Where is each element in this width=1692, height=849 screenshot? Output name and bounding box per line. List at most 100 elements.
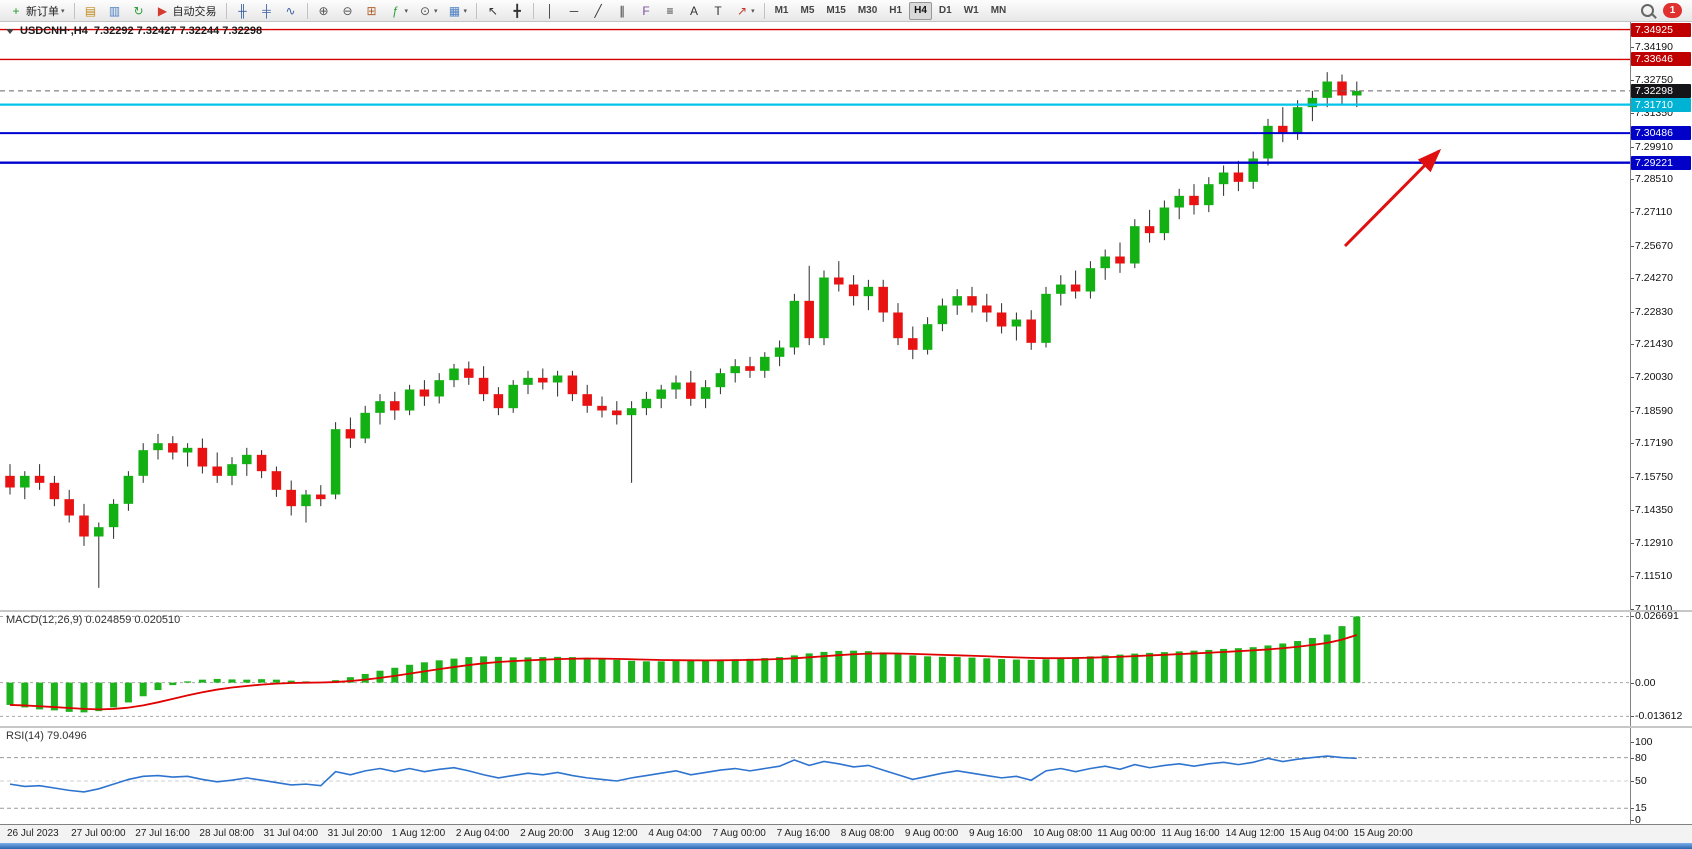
refresh-button[interactable]: ↻ [128,1,150,21]
macd-histogram-bar [894,653,902,683]
channel-button[interactable]: ∥ [611,1,633,21]
macd-histogram-bar [731,659,739,683]
crosshair-button[interactable]: ╋ [506,1,528,21]
macd-histogram-bar [1012,659,1020,683]
autotrading-button[interactable]: ▶ 自动交易 [152,1,221,21]
candle-body [123,475,134,504]
macd-histogram-bar [879,652,887,683]
candle-body [419,389,430,397]
candle-body [1115,256,1125,264]
toolbar-separator [763,2,765,19]
fibonacci-button[interactable]: F [635,1,657,21]
scale-tick [1631,147,1634,148]
trendline-button[interactable]: ╱ [587,1,609,21]
rsi-panel[interactable] [0,728,1630,824]
timeframe-h1-button[interactable]: H1 [889,5,903,16]
candle-body [197,447,208,467]
macd-histogram-bar [1160,652,1168,683]
macd-histogram-bar [524,657,532,683]
chart-menu-icon[interactable] [6,28,14,34]
time-axis-label: 31 Jul 04:00 [263,828,319,839]
text-button[interactable]: A [683,1,705,21]
panel-separator[interactable] [0,726,1692,728]
macd-histogram-bar [65,682,73,712]
timeframe-w1-button[interactable]: W1 [963,5,979,16]
macd-histogram-bar [761,658,769,683]
timeframe-m1-button[interactable]: M1 [774,5,789,16]
macd-histogram-bar [1086,656,1094,683]
templates-button[interactable]: ▦ ▾ [444,1,472,21]
horizontal-line-button[interactable]: ─ [563,1,585,21]
timeframe-m15-button[interactable]: M15 [826,5,846,16]
arrows-button[interactable]: ↗ ▾ [731,1,759,21]
text-label-button[interactable]: T [707,1,729,21]
price-chart[interactable] [0,22,1630,610]
macd-histogram-bar [1249,647,1257,683]
price-axis-label: 7.29910 [1635,140,1673,153]
macd-histogram-bar [1308,638,1316,683]
price-axis-label: 7.11510 [1635,569,1673,582]
profiles-icon: ▥ [108,3,121,18]
new-chart-icon: ▤ [84,3,97,18]
macd-histogram-bar [805,653,813,683]
zoom-out-button[interactable]: ⊖ [337,1,359,21]
toolbar-separator [306,2,308,19]
timeframe-d1-button[interactable]: D1 [938,5,952,16]
scale-tick [1631,278,1634,279]
candle-body [64,499,74,516]
zoom-in-button[interactable]: ⊕ [313,1,335,21]
timeframe-h4-button[interactable]: H4 [909,1,932,20]
new-chart-button[interactable]: ▤ [80,1,102,21]
time-axis-label: 1 Aug 12:00 [391,828,446,839]
time-axis[interactable]: 26 Jul 2023 27 Jul 00:00 27 Jul 16:00 28 Ju… [0,824,1692,843]
candle-body [5,475,15,488]
autotrading-button-label: 自动交易 [172,5,217,18]
macd-histogram-bar [1042,659,1050,683]
candle-body [256,454,267,472]
candle-body [908,338,918,350]
dropdown-caret-icon: ▾ [434,7,438,15]
toolbar-separator [533,2,535,19]
macd-panel[interactable] [0,612,1630,726]
price-axis-label: 7.34190 [1635,40,1673,53]
vertical-line-button[interactable]: │ [539,1,561,21]
macd-histogram-bar [820,651,828,683]
macd-histogram-bar [272,679,280,683]
text-icon: A [690,3,699,18]
search-icon[interactable] [1641,4,1654,17]
profiles-button[interactable]: ▥ [104,1,126,21]
price-scale[interactable]: 7.34190 7.32750 7.31350 7.29910 7.28510 7.271… [1630,22,1692,826]
panel-separator[interactable] [0,610,1692,612]
cursor-button[interactable]: ↖ [482,1,504,21]
timeframe-m5-button[interactable]: M5 [800,5,815,16]
candle-body [1204,184,1214,206]
periods-button[interactable]: ⊙ ▾ [414,1,442,21]
tile-windows-button[interactable]: ⊞ [361,1,383,21]
macd-histogram-bar [1279,643,1287,683]
candle-body [982,305,992,313]
bar-chart-button[interactable]: ╫ [232,1,254,21]
scale-tick [1631,443,1634,444]
macd-histogram-bar [850,650,858,683]
macd-histogram-bar [539,657,547,683]
candlestick-chart-button[interactable]: ╪ [256,1,278,21]
indicators-button[interactable]: ƒ ▾ [385,1,413,21]
candle-body [893,312,903,339]
macd-histogram-bar [598,658,606,683]
time-axis-label: 15 Aug 04:00 [1289,828,1349,839]
new-order-button[interactable]: + 新订单 ▾ [5,1,69,21]
templates-icon: ▦ [448,3,461,18]
scale-tick [1631,742,1634,743]
timeframe-m30-button[interactable]: M30 [857,5,878,16]
timeframe-mn-button[interactable]: MN [990,5,1007,16]
notification-badge[interactable]: 1 [1663,3,1682,18]
candle-body [1189,195,1199,206]
macd-histogram-bar [124,682,132,703]
indicators-icon: ƒ [392,3,399,18]
macd-histogram-bar [864,651,872,683]
line-chart-button[interactable]: ∿ [280,1,302,21]
candle-body [508,384,518,409]
shapes-button[interactable]: ≡ [659,1,681,21]
scale-tick [1631,113,1634,114]
arrow-annotation[interactable] [1343,148,1442,248]
